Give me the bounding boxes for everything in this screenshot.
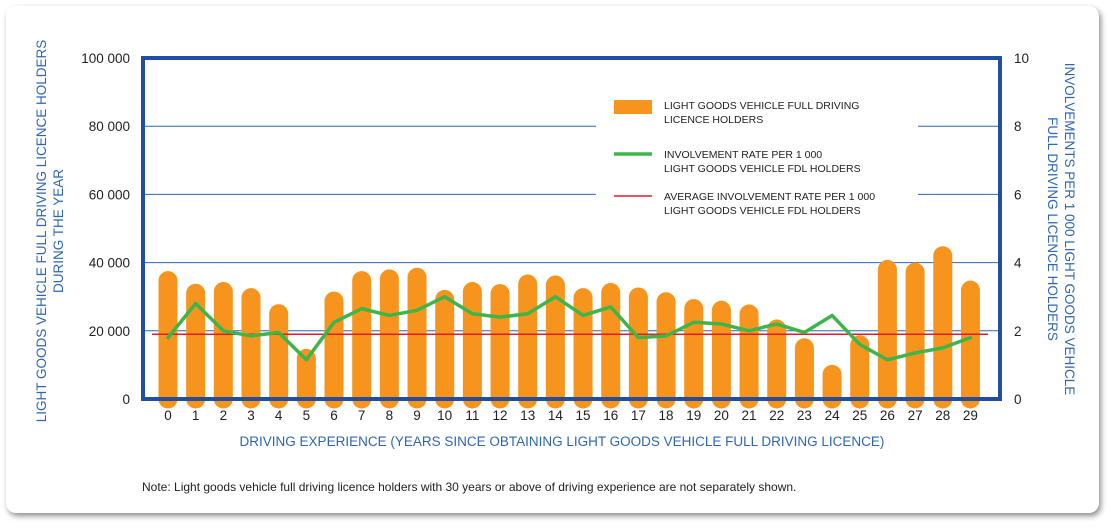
bar: [905, 262, 925, 409]
legend: LIGHT GOODS VEHICLE FULL DRIVING LICENCE …: [614, 100, 875, 217]
x-tick-label: 25: [852, 408, 867, 423]
x-tick-label: 27: [908, 408, 923, 423]
legend-label: LICENCE HOLDERS: [664, 114, 763, 126]
x-tick-label: 7: [358, 408, 366, 423]
x-tick-label: 1: [192, 408, 200, 423]
legend-label: LIGHT GOODS VEHICLE FULL DRIVING: [664, 100, 859, 112]
bar: [241, 288, 261, 409]
x-tick-label: 8: [386, 408, 394, 423]
x-tick-label: 20: [714, 408, 729, 423]
legend-label: LIGHT GOODS VEHICLE FDL HOLDERS: [664, 163, 861, 175]
x-axis-title: DRIVING EXPERIENCE (YEARS SINCE OBTAININ…: [240, 434, 885, 449]
right-axis-ticks: 0 2 4 6 8 10: [1014, 51, 1029, 407]
x-tick-label: 5: [303, 408, 311, 423]
x-tick-label: 10: [437, 408, 452, 423]
bars: [158, 246, 980, 409]
bar: [296, 348, 316, 409]
legend-label: AVERAGE INVOLVEMENT RATE PER 1 000: [664, 191, 875, 203]
x-tick-label: 13: [520, 408, 535, 423]
legend-bar-swatch: [614, 100, 652, 114]
bar: [573, 288, 593, 409]
right-tick-label: 4: [1014, 256, 1022, 271]
x-tick-label: 21: [742, 408, 757, 423]
bar: [684, 299, 704, 409]
bar: [656, 292, 676, 409]
x-tick-label: 11: [465, 408, 479, 423]
right-axis-title: INVOLVEMENTS PER 1 000 LIGHT GOODS VEHIC…: [1045, 63, 1077, 396]
x-tick-label: 0: [164, 408, 172, 423]
lines: [152, 294, 988, 362]
right-tick-label: 2: [1014, 324, 1022, 339]
bar: [933, 246, 953, 409]
x-tick-label: 3: [247, 408, 255, 423]
left-tick-label: 40 000: [89, 256, 130, 271]
x-tick-label: 9: [413, 408, 421, 423]
bar: [490, 284, 510, 409]
bar: [960, 280, 980, 409]
left-tick-label: 80 000: [89, 119, 130, 134]
footnote: Note: Light goods vehicle full driving l…: [142, 480, 796, 494]
legend-label: LIGHT GOODS VEHICLE FDL HOLDERS: [664, 205, 861, 217]
bar: [794, 338, 814, 409]
left-tick-label: 0: [122, 392, 130, 407]
bar: [269, 304, 289, 409]
left-tick-label: 20 000: [89, 324, 130, 339]
left-tick-label: 60 000: [89, 187, 130, 202]
left-tick-label: 100 000: [81, 51, 130, 66]
involvement-rate-line: [166, 294, 973, 362]
bar: [379, 269, 399, 409]
x-tick-label: 4: [275, 408, 283, 423]
bar: [158, 271, 178, 409]
bar: [435, 289, 455, 409]
x-tick-label: 2: [220, 408, 228, 423]
x-tick-label: 28: [935, 408, 950, 423]
bar: [628, 287, 648, 409]
bar: [601, 283, 621, 409]
right-tick-label: 10: [1014, 51, 1029, 66]
x-tick-label: 24: [825, 408, 841, 423]
right-tick-label: 0: [1014, 392, 1022, 407]
x-axis-ticks: 0 1 2 3 4 5 6 7 8 9 10 11 12 13 14 15 16 17 18 19 20 21 22 23 24…: [164, 408, 978, 423]
bar: [850, 335, 870, 409]
right-tick-label: 6: [1014, 187, 1022, 202]
right-axis-title-line-2: FULL DRIVING LICENCE HOLDERS: [1045, 117, 1060, 341]
bar: [407, 267, 427, 409]
left-axis-ticks: 0 20 000 40 000 60 000 80 000 100 000: [81, 51, 130, 407]
left-axis-title-line-1: LIGHT GOODS VEHICLE FULL DRIVING LICENCE…: [34, 40, 49, 423]
bar: [822, 364, 842, 409]
bar: [518, 274, 538, 409]
x-tick-label: 14: [548, 408, 564, 423]
left-axis-title-line-2: DURING THE YEAR: [51, 169, 66, 293]
bar: [324, 291, 344, 409]
bar: [711, 300, 731, 409]
left-axis-title: LIGHT GOODS VEHICLE FULL DRIVING LICENCE…: [34, 40, 66, 423]
x-tick-label: 12: [493, 408, 508, 423]
plot-frame: [141, 56, 1002, 401]
x-tick-label: 17: [631, 408, 646, 423]
bar: [462, 282, 482, 409]
x-tick-label: 18: [659, 408, 674, 423]
x-tick-label: 6: [330, 408, 338, 423]
bar: [213, 282, 233, 409]
x-tick-label: 22: [769, 408, 784, 423]
x-tick-label: 23: [797, 408, 812, 423]
bar: [545, 275, 565, 409]
bar: [739, 304, 759, 409]
x-tick-label: 29: [963, 408, 978, 423]
right-axis-title-line-1: INVOLVEMENTS PER 1 000 LIGHT GOODS VEHIC…: [1062, 63, 1077, 396]
legend-background: [596, 92, 918, 226]
bar: [186, 283, 206, 409]
chart-card: [6, 6, 1099, 513]
bar: [352, 271, 372, 409]
x-tick-label: 26: [880, 408, 895, 423]
x-tick-label: 19: [686, 408, 701, 423]
x-tick-label: 15: [576, 408, 591, 423]
right-tick-label: 8: [1014, 119, 1022, 134]
legend-label: INVOLVEMENT RATE PER 1 000: [664, 149, 822, 161]
bar: [767, 319, 787, 409]
x-tick-label: 16: [603, 408, 618, 423]
